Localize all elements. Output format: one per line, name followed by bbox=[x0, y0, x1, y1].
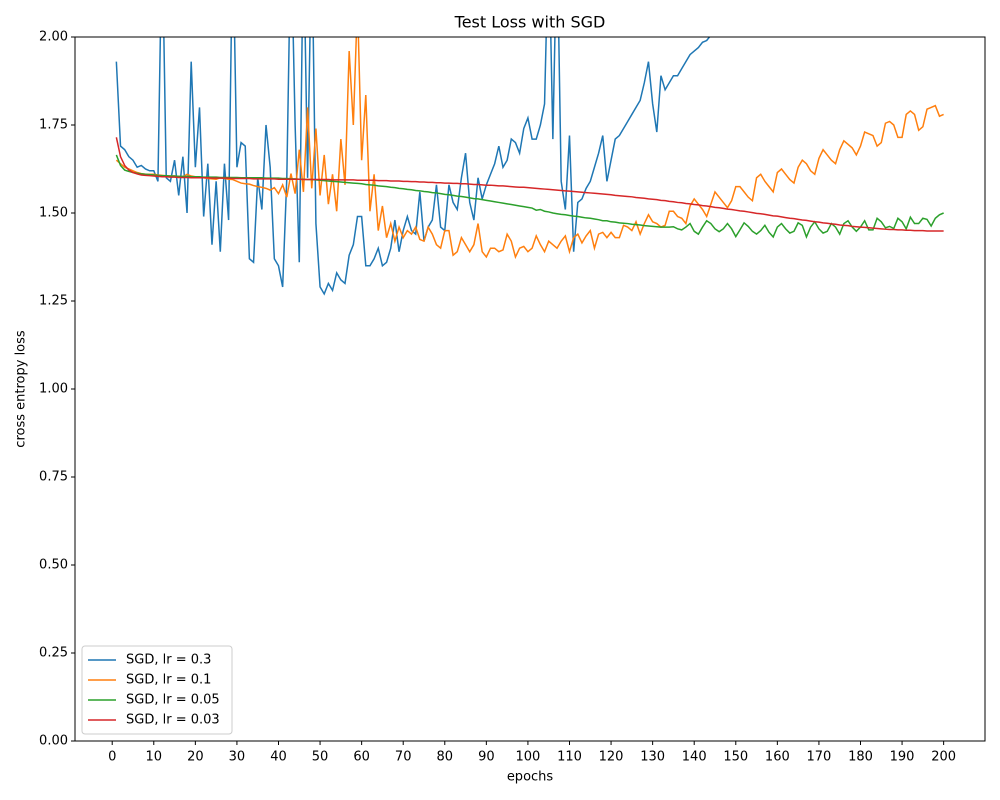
x-tick-label: 50 bbox=[312, 750, 329, 765]
legend-label: SGD, lr = 0.03 bbox=[126, 713, 220, 728]
y-tick-label: 1.25 bbox=[39, 294, 68, 309]
x-tick-label: 20 bbox=[187, 750, 204, 765]
y-tick-label: 0.75 bbox=[39, 470, 68, 485]
x-tick-label: 110 bbox=[557, 750, 582, 765]
plot-lines bbox=[115, 37, 944, 296]
chart-title: Test Loss with SGD bbox=[454, 13, 606, 32]
y-tick-label: 0.00 bbox=[39, 734, 68, 749]
x-tick-label: 170 bbox=[807, 750, 832, 765]
y-axis-label: cross entropy loss bbox=[14, 330, 29, 448]
legend-label: SGD, lr = 0.1 bbox=[126, 673, 211, 688]
x-tick-label: 180 bbox=[848, 750, 873, 765]
x-tick-label: 160 bbox=[765, 750, 790, 765]
series-line bbox=[115, 154, 944, 240]
legend-label: SGD, lr = 0.3 bbox=[126, 653, 211, 668]
series-line bbox=[115, 37, 944, 260]
y-tick-label: 2.00 bbox=[39, 30, 68, 45]
y-tick-label: 0.50 bbox=[39, 558, 68, 573]
x-tick-label: 90 bbox=[478, 750, 495, 765]
y-tick-label: 1.50 bbox=[39, 206, 68, 221]
y-tick-label: 1.00 bbox=[39, 382, 68, 397]
x-tick-label: 120 bbox=[599, 750, 624, 765]
x-tick-label: 200 bbox=[931, 750, 956, 765]
x-tick-label: 30 bbox=[229, 750, 246, 765]
x-tick-label: 190 bbox=[890, 750, 915, 765]
x-tick-label: 60 bbox=[353, 750, 370, 765]
x-tick-label: 10 bbox=[146, 750, 163, 765]
legend-label: SGD, lr = 0.05 bbox=[126, 693, 220, 708]
x-tick-label: 70 bbox=[395, 750, 412, 765]
x-tick-label: 100 bbox=[516, 750, 541, 765]
x-axis-label: epochs bbox=[507, 770, 554, 785]
x-tick-label: 140 bbox=[682, 750, 707, 765]
series-line bbox=[115, 137, 944, 232]
legend-box bbox=[81, 645, 233, 735]
plot-frame bbox=[74, 36, 986, 742]
y-tick-label: 0.25 bbox=[39, 646, 68, 661]
x-tick-label: 80 bbox=[437, 750, 454, 765]
x-tick-label: 150 bbox=[723, 750, 748, 765]
y-tick-label: 1.75 bbox=[39, 118, 68, 133]
x-tick-label: 130 bbox=[640, 750, 665, 765]
x-tick-label: 40 bbox=[270, 750, 287, 765]
x-tick-label: 0 bbox=[108, 750, 116, 765]
series-line bbox=[115, 37, 711, 296]
